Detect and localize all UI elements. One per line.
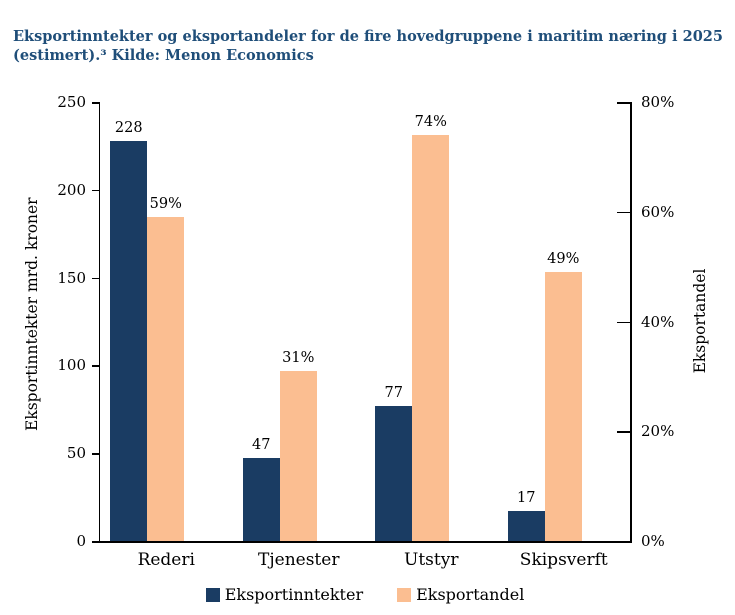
right-axis-tick	[617, 102, 630, 104]
left-axis-tick-label: 250	[57, 93, 86, 111]
bottom-axis-line	[98, 541, 632, 543]
left-axis-title: Eksportinntekter mrd. kroner	[23, 197, 41, 431]
right-axis-tick	[617, 431, 630, 433]
left-axis-tick	[92, 102, 100, 104]
left-axis-line	[98, 102, 100, 543]
left-axis-tick-label: 100	[57, 356, 86, 375]
right-axis-tick	[617, 321, 630, 323]
legend-swatch-eksportinntekter	[205, 588, 220, 602]
bar-value-label-eksportandel-utstyr: 74%	[414, 113, 447, 130]
right-axis-tick-label: 0%	[641, 532, 665, 550]
category-label-skipsverft: Skipsverft	[519, 550, 608, 570]
right-axis-tick-label: 60%	[641, 202, 675, 221]
category-label-utstyr: Utstyr	[404, 550, 459, 570]
left-axis-tick	[92, 453, 100, 455]
legend-swatch-eksportandel	[397, 588, 412, 602]
chart-title: Eksportinntekter og eksportandeler for d…	[13, 27, 723, 65]
right-axis-tick-label: 80%	[641, 93, 675, 111]
chart-title-line1: Eksportinntekter og eksportandeler for d…	[13, 28, 723, 45]
left-axis-tick	[92, 189, 100, 192]
legend-item-eksportandel: Eksportandel	[397, 586, 524, 604]
legend-label-eksportandel: Eksportandel	[416, 585, 525, 604]
bar-value-label-eksportinntekter-rederi: 228	[114, 119, 143, 136]
chart-title-line2: (estimert).³ Kilde: Menon Economics	[13, 47, 314, 64]
right-axis-title: Eksportandel	[691, 268, 709, 374]
left-axis-tick	[92, 365, 100, 367]
bar-value-label-eksportinntekter-tjenester: 47	[252, 437, 271, 454]
bar-value-label-eksportandel-rederi: 59%	[149, 196, 182, 213]
bar-value-label-eksportinntekter-utstyr: 77	[384, 384, 403, 401]
right-axis-tick	[617, 211, 630, 214]
left-axis-tick-label: 200	[57, 180, 86, 199]
category-label-rederi: Rederi	[137, 550, 195, 570]
bar-value-label-eksportandel-tjenester: 31%	[282, 349, 315, 366]
bar-eksportandel-tjenester	[279, 370, 317, 541]
bar-eksportinntekter-skipsverft	[507, 511, 545, 541]
left-axis-tick	[92, 277, 100, 280]
left-axis-tick	[92, 541, 100, 543]
left-axis-tick-label: 50	[66, 444, 86, 463]
bar-eksportandel-utstyr	[412, 134, 450, 541]
bar-eksportandel-skipsverft	[544, 272, 582, 541]
legend-item-eksportinntekter: Eksportinntekter	[205, 585, 364, 604]
category-label-tjenester: Tjenester	[258, 550, 340, 570]
legend: Eksportinntekter Eksportandel	[100, 586, 630, 604]
legend-label-eksportinntekter: Eksportinntekter	[224, 585, 364, 604]
right-axis-tick-label: 20%	[641, 422, 675, 441]
bar-eksportandel-rederi	[147, 217, 185, 541]
bar-eksportinntekter-tjenester	[242, 458, 280, 541]
left-axis-tick-label: 0	[76, 532, 86, 550]
right-axis-line	[630, 102, 632, 543]
right-axis-tick	[617, 541, 630, 543]
bar-value-label-eksportandel-skipsverft: 49%	[547, 251, 580, 268]
right-axis-tick-label: 40%	[641, 312, 675, 331]
bar-eksportinntekter-utstyr	[375, 405, 413, 541]
bar-eksportinntekter-rederi	[110, 140, 148, 541]
bar-value-label-eksportinntekter-skipsverft: 17	[517, 490, 536, 507]
left-axis-tick-label: 150	[57, 268, 86, 287]
